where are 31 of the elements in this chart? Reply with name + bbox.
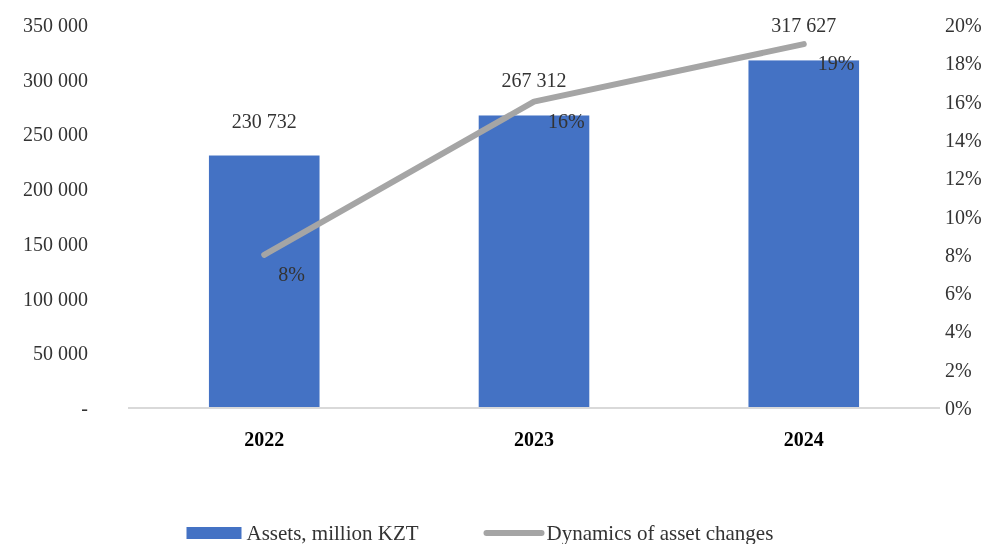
y2-tick-label: 18% <box>945 52 982 75</box>
y-tick-label: - <box>81 397 88 419</box>
y2-tick-label: 20% <box>945 14 982 36</box>
y2-tick-label: 16% <box>945 90 982 113</box>
y2-tick-label: 2% <box>945 358 972 381</box>
y-tick-label: 50 000 <box>33 342 88 365</box>
bar <box>478 115 590 408</box>
data-label: 16% <box>548 109 585 132</box>
y2-tick-label: 8% <box>945 243 972 266</box>
x-tick-label: 2023 <box>514 428 554 450</box>
y-tick-label: 250 000 <box>23 123 88 146</box>
data-label: 267 312 <box>501 69 567 92</box>
legend-label: Assets, million KZT <box>246 521 419 544</box>
y2-tick-label: 4% <box>945 320 972 343</box>
y2-tick-label: 12% <box>945 167 982 190</box>
y2-tick-label: 14% <box>945 128 982 151</box>
data-label: 317 627 <box>771 14 837 37</box>
y-tick-label: 300 000 <box>23 68 88 91</box>
y2-tick-label: 6% <box>945 282 972 305</box>
data-label: 230 732 <box>231 109 297 132</box>
x-tick-label: 2022 <box>244 428 285 450</box>
y2-tick-label: 10% <box>945 205 982 228</box>
y2-tick-label: 0% <box>945 397 972 419</box>
data-label: 8% <box>278 262 305 285</box>
y-tick-label: 100 000 <box>23 287 88 310</box>
y-tick-label: 200 000 <box>23 178 88 201</box>
y-tick-label: 350 000 <box>23 14 88 36</box>
bar <box>208 155 320 408</box>
x-tick-label: 2024 <box>783 428 824 450</box>
legend-label: Dynamics of asset changes <box>546 521 774 544</box>
y-tick-label: 150 000 <box>23 232 88 255</box>
